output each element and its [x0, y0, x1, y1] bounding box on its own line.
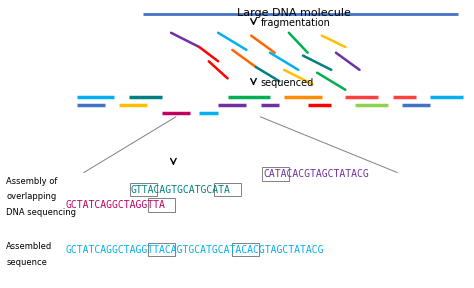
Text: sequence: sequence [6, 258, 47, 267]
Text: GCTATCAGGCTAGGTTACAGTGCATGCATACACGTAGCTATACG: GCTATCAGGCTAGGTTACAGTGCATGCATACACGTAGCTA… [65, 245, 323, 255]
Text: GTTACAGTGCATGCATA: GTTACAGTGCATGCATA [131, 185, 231, 195]
Text: Assembly of: Assembly of [6, 177, 57, 186]
Text: Large DNA molecule: Large DNA molecule [237, 8, 350, 18]
Text: Assembled: Assembled [6, 242, 52, 251]
Text: DNA sequencing: DNA sequencing [6, 208, 76, 217]
Text: overlapping: overlapping [6, 192, 56, 202]
Text: GCTATCAGGCTAGGTTA: GCTATCAGGCTAGGTTA [65, 200, 165, 210]
Text: fragmentation: fragmentation [261, 18, 330, 28]
Text: CATACACGTAGCTATACG: CATACACGTAGCTATACG [263, 169, 369, 179]
Text: sequenced: sequenced [261, 78, 314, 88]
